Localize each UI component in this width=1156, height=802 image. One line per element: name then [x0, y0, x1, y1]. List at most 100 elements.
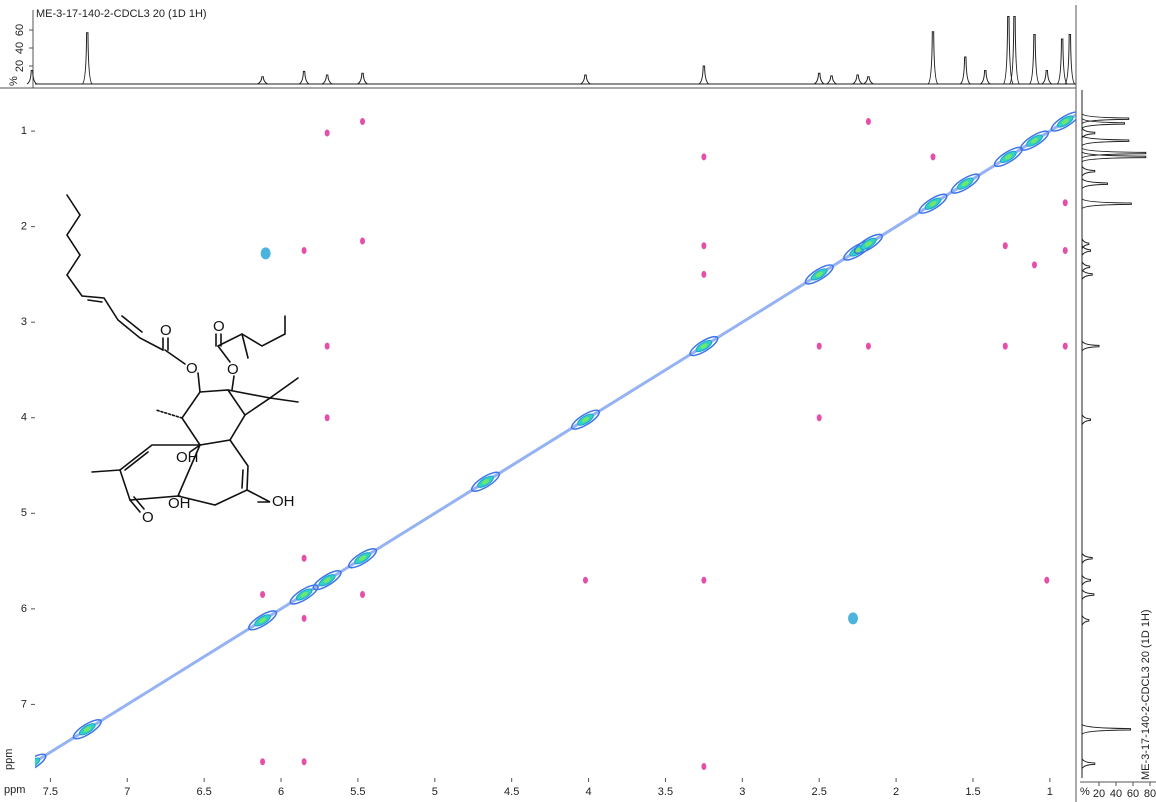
right-peak	[1081, 147, 1147, 159]
cross-peak	[701, 242, 707, 250]
cross-peak	[360, 237, 366, 245]
x-tick-label: 2.5	[812, 786, 827, 798]
atom-label: OH	[168, 495, 191, 512]
y-axis-label: ppm	[3, 749, 15, 770]
y-tick-label: 5	[21, 507, 27, 519]
cross-peak	[701, 576, 707, 584]
atom-label: O	[213, 318, 225, 335]
right-peak	[1081, 127, 1096, 139]
diagonal-peak-center	[864, 241, 872, 247]
diagonal-peak-center	[1030, 137, 1039, 144]
y-tick-label: 6	[21, 603, 27, 615]
bond	[217, 345, 231, 363]
x-tick-label: 3	[739, 786, 745, 798]
bond	[189, 444, 201, 453]
top-peak	[852, 74, 863, 85]
diagonal-peak-center	[581, 416, 590, 423]
top-peak	[81, 32, 93, 85]
cross-peak	[324, 129, 330, 137]
top-peak	[1056, 38, 1068, 85]
cross-peak	[848, 612, 859, 625]
x-tick-label: 7.5	[43, 786, 58, 798]
bond	[124, 451, 149, 471]
bond	[164, 349, 186, 365]
right-x-tick-label: 60	[1127, 788, 1139, 800]
cross-peak	[324, 342, 330, 350]
right-peak	[1081, 589, 1095, 600]
right-x-tick-label: 20	[1093, 788, 1105, 800]
diagonal-peak-center	[815, 271, 823, 278]
top-peak	[980, 70, 991, 85]
atom-label: O	[227, 361, 239, 378]
top-peak	[698, 65, 710, 85]
diagonal-peak	[35, 753, 47, 774]
x-tick-label: 4	[585, 786, 591, 798]
right-peak	[1081, 178, 1108, 189]
cross-peak	[29, 615, 34, 622]
cross-peak	[360, 118, 366, 126]
cross-peak	[816, 414, 822, 422]
cross-peak	[29, 588, 34, 595]
cross-peak	[701, 270, 707, 278]
cross-peak	[1031, 261, 1037, 269]
diagonal-peak-center	[1004, 154, 1012, 160]
diagonal-peak-center	[1061, 118, 1069, 125]
bond	[87, 299, 103, 303]
x-tick-label: 2	[893, 786, 899, 798]
atom-label: O	[160, 322, 172, 339]
right-peak	[1081, 414, 1091, 425]
top-y-tick-label: 60	[14, 24, 26, 36]
bond	[66, 194, 164, 351]
top-peak	[1002, 16, 1014, 85]
x-tick-label: 4.5	[504, 786, 519, 798]
right-peak	[1081, 552, 1093, 564]
bond	[241, 333, 249, 359]
atom-label: O	[142, 509, 154, 526]
top-peak	[357, 72, 368, 85]
cross-peak	[1062, 342, 1068, 350]
cross-peak	[865, 118, 871, 126]
bond	[91, 469, 121, 473]
diagonal-peak	[312, 569, 342, 591]
bond	[121, 315, 143, 333]
diagonal-peak-center	[358, 555, 367, 561]
diagonal-peak-center	[961, 180, 969, 187]
cross-peak	[260, 758, 266, 766]
cross-peak	[324, 414, 330, 422]
right-peak	[1081, 261, 1091, 273]
diagonal-peak	[1019, 130, 1050, 151]
x-tick-label: 6	[278, 786, 284, 798]
right-peak	[1081, 615, 1090, 626]
x-tick-label: 5	[432, 786, 438, 798]
top-peak	[959, 56, 971, 85]
diagonal-peak-center	[929, 201, 937, 207]
diagonal-peak-center	[323, 577, 331, 583]
diagonal-peak	[289, 584, 319, 605]
right-peak	[1081, 574, 1091, 586]
right-peak	[1081, 113, 1130, 125]
right-peak	[1081, 269, 1093, 280]
right-percent-label: %	[1080, 786, 1090, 798]
cross-peak	[1044, 576, 1050, 584]
x-tick-label: 6.5	[196, 786, 211, 798]
plot-area	[29, 111, 1076, 774]
diagonal-peak	[570, 409, 601, 430]
diagonal-peak	[804, 264, 834, 285]
cross-peak	[360, 591, 366, 599]
diagonal-band	[35, 113, 1076, 764]
x-tick-label: 1	[1047, 786, 1053, 798]
top-peak	[26, 70, 38, 85]
top-peak	[927, 31, 939, 85]
ring	[181, 389, 246, 446]
cross-peak	[1002, 342, 1008, 350]
top-y-tick-label: 20	[14, 60, 26, 72]
diagonal-peak-center	[83, 726, 91, 732]
diagonal-peak	[993, 146, 1023, 168]
diagonal-peak	[689, 335, 719, 357]
top-peak	[813, 72, 825, 85]
bond	[241, 469, 244, 489]
diagonal-peak	[347, 548, 378, 569]
cross-peak	[260, 247, 271, 260]
diagonal-peak	[950, 173, 980, 194]
atom-label: OH	[272, 493, 295, 510]
